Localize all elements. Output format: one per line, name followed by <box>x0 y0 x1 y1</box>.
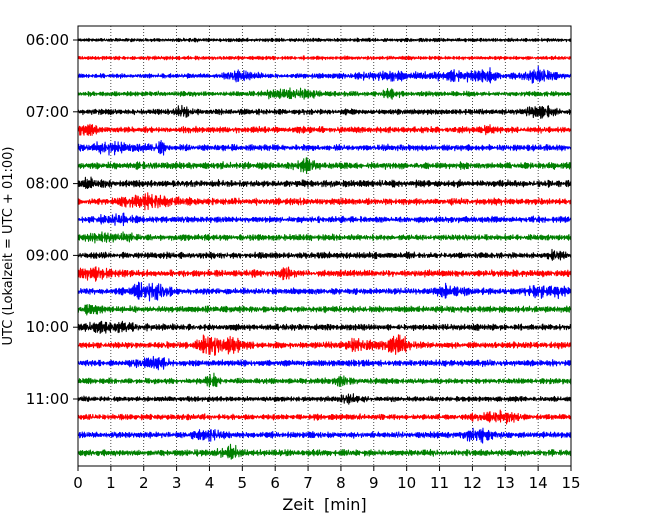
trace-0900 <box>77 248 572 261</box>
x-tick-label-9: 9 <box>369 474 379 492</box>
x-tick-label-1: 1 <box>106 474 116 492</box>
x-tick-label-2: 2 <box>139 474 149 492</box>
trace-0630 <box>77 65 572 84</box>
x-tick-label-7: 7 <box>303 474 313 492</box>
x-tick-label-13: 13 <box>496 474 515 492</box>
y-tick-label-1: 07:00 <box>26 103 69 121</box>
seismogram-traces <box>77 37 572 460</box>
trace-0815 <box>77 192 572 211</box>
x-tick-label-15: 15 <box>561 474 580 492</box>
trace-0915 <box>77 266 572 282</box>
trace-0930 <box>77 281 572 302</box>
x-tick-label-8: 8 <box>336 474 346 492</box>
trace-1100 <box>77 393 572 405</box>
y-axis: 06:00 07:00 08:00 09:00 10:00 11:00 <box>26 31 78 408</box>
trace-1045 <box>77 372 572 388</box>
grid-lines <box>110 26 539 466</box>
trace-0700 <box>77 104 572 119</box>
y-axis-title: UTC (Lokalzeit = UTC + 01:00) <box>1 147 16 346</box>
x-tick-label-10: 10 <box>397 474 416 492</box>
trace-1015 <box>77 334 572 356</box>
x-tick-label-0: 0 <box>73 474 83 492</box>
trace-0715 <box>77 123 572 136</box>
trace-0645 <box>77 87 572 100</box>
trace-0600 <box>77 37 572 43</box>
trace-0845 <box>77 231 572 244</box>
trace-0945 <box>77 304 572 316</box>
x-tick-label-14: 14 <box>529 474 548 492</box>
x-tick-label-5: 5 <box>238 474 248 492</box>
x-tick-label-12: 12 <box>463 474 482 492</box>
y-tick-label-4: 10:00 <box>26 318 69 336</box>
trace-1030 <box>77 355 572 371</box>
trace-1130 <box>77 427 572 444</box>
trace-0830 <box>77 212 572 227</box>
y-tick-label-2: 08:00 <box>26 175 69 193</box>
x-axis: 0 1 2 3 4 5 6 7 8 9 10 11 12 13 14 15 <box>73 466 581 492</box>
y-tick-label-5: 11:00 <box>26 390 69 408</box>
x-axis-title: Zeit [min] <box>282 495 366 514</box>
y-tick-label-3: 09:00 <box>26 246 69 264</box>
x-tick-label-11: 11 <box>430 474 449 492</box>
y-tick-label-0: 06:00 <box>26 31 69 49</box>
trace-1115 <box>77 409 572 425</box>
trace-0800 <box>77 176 572 190</box>
trace-0745 <box>77 157 572 174</box>
x-tick-label-4: 4 <box>205 474 215 492</box>
plot-frame <box>77 25 572 467</box>
x-tick-label-3: 3 <box>172 474 182 492</box>
trace-0730 <box>77 140 572 156</box>
trace-1000 <box>77 320 572 334</box>
trace-0615 <box>77 55 572 61</box>
x-tick-label-6: 6 <box>270 474 280 492</box>
trace-1145 <box>77 443 572 460</box>
